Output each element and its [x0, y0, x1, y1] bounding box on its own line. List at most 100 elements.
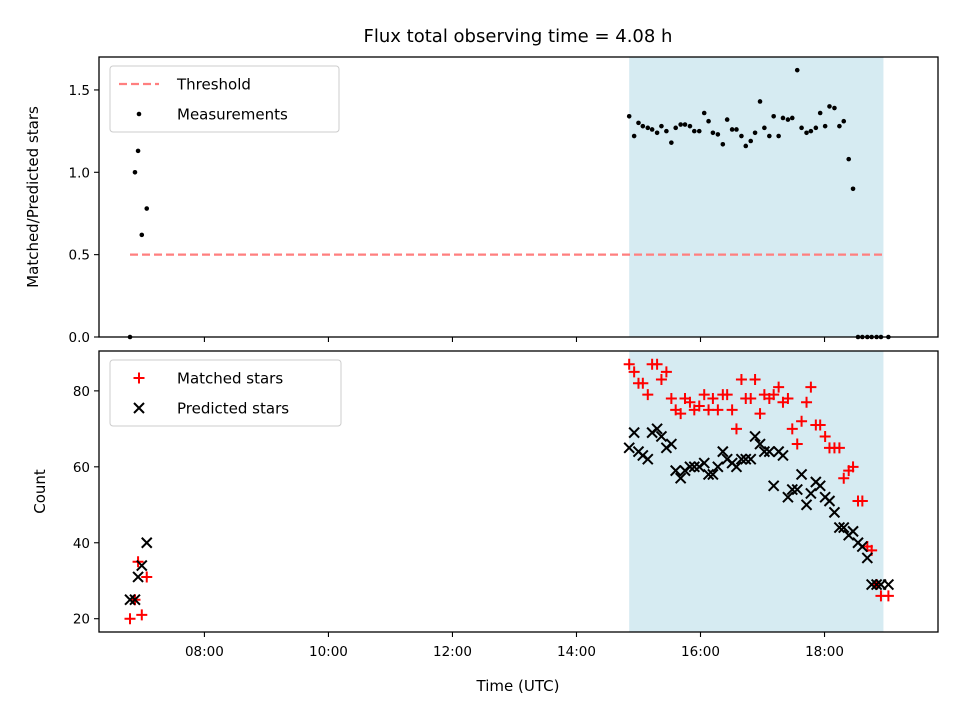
count-panel-series-matched-stars-point-43 — [801, 396, 813, 408]
count-panel-observing-span — [629, 351, 884, 632]
count-panel-series-predicted-stars-point-43 — [800, 499, 813, 511]
count-panel-series-predicted-stars-point-51 — [838, 521, 850, 534]
ratio-panel-series-measurements-point-47 — [822, 123, 828, 129]
count-panel-series-matched-stars-point-18 — [684, 396, 696, 408]
count-panel-legend-entry-predicted-stars-label: Predicted stars — [177, 400, 289, 418]
count-panel-series-matched-stars-point-28 — [730, 423, 742, 435]
count-panel-series-matched-stars-point-29 — [735, 373, 747, 385]
ratio-panel-series-measurements — [127, 67, 891, 340]
ratio-panel-series-measurements-point-36 — [771, 113, 776, 119]
ratio-panel-y-axis-label: Matched/Predicted stars — [24, 106, 42, 288]
count-panel-series-matched-stars-point-9 — [642, 389, 654, 401]
ratio-panel-series-measurements-point-31 — [748, 138, 754, 144]
ratio-panel-legend-box — [109, 65, 340, 133]
ratio-panel-series-measurements-point-27 — [729, 127, 735, 132]
ratio-panel-legend-entry-threshold-label: Threshold — [176, 76, 251, 94]
count-panel-series-predicted-stars-point-11 — [651, 423, 663, 435]
ratio-panel-series-measurements-point-29 — [739, 133, 744, 139]
count-panel-series-predicted-stars-point-46 — [814, 480, 826, 492]
ratio-panel-series-measurements-point-10 — [649, 127, 655, 132]
count-panel-series-matched-stars-point-22 — [703, 404, 715, 416]
count-panel-series-predicted-stars-point-33 — [754, 438, 766, 450]
count-panel-series-predicted-stars-point-21 — [698, 457, 710, 469]
ratio-panel-series-measurements-point-15 — [673, 125, 678, 131]
count-panel-series-matched-stars-point-33 — [754, 408, 766, 420]
count-panel-series-predicted-stars-point-53 — [847, 525, 859, 538]
ratio-panel-y-tick-label-0-5: 0.5 — [69, 248, 90, 264]
count-panel-legend-entry-matched-stars-handle — [133, 372, 145, 384]
count-panel-series-matched-stars-point-36 — [768, 389, 780, 401]
count-panel-series-predicted-stars-point-38 — [777, 449, 789, 462]
count-panel-series-matched-stars-point-12 — [655, 373, 667, 385]
ratio-panel-series-measurements-point-12 — [659, 123, 664, 129]
ratio-panel-series-measurements-point-11 — [654, 130, 660, 136]
count-panel-series-matched-stars-point-53 — [847, 461, 859, 473]
count-panel-series-matched-stars-point-44 — [805, 381, 817, 393]
ratio-panel-series-measurements-point-39 — [785, 117, 791, 122]
ratio-panel-series-measurements-point-24 — [715, 132, 721, 137]
count-panel-series-predicted-stars-point-3 — [136, 559, 148, 572]
ratio-panel-legend: Threshold Measurements — [109, 65, 340, 133]
count-panel-legend-entry-predicted-stars-handle — [133, 402, 145, 414]
count-panel-series-predicted-stars-point-44 — [805, 487, 817, 500]
count-panel-series-predicted-stars-point-31 — [745, 453, 757, 465]
count-panel-series-predicted-stars-point-41 — [791, 483, 803, 496]
count-panel-series-matched-stars-point-60 — [882, 590, 894, 602]
ratio-panel-series-measurements-point-14 — [669, 140, 674, 145]
ratio-panel-series-measurements-point-25 — [720, 141, 726, 147]
count-panel-y-tick-label-20: 20 — [73, 612, 90, 628]
x-tick-label-12-00: 12:00 — [433, 644, 472, 660]
count-panel-series-predicted-stars-point-4 — [141, 537, 153, 549]
ratio-panel-series-measurements-point-46 — [817, 110, 823, 116]
ratio-panel-y-tick-label-0-0: 0.0 — [69, 330, 90, 346]
count-panel-series-predicted-stars-point-15 — [669, 464, 682, 477]
chart-title: Flux total observing time = 4.08 h — [364, 26, 673, 47]
ratio-panel-legend-entry-measurements-handle — [136, 111, 142, 117]
ratio-panel-series-measurements-point-20 — [696, 128, 702, 134]
ratio-panel-series-measurements-point-48 — [827, 104, 832, 109]
count-panel-series-predicted-stars-point-22 — [702, 468, 715, 481]
ratio-panel-series-measurements-point-26 — [724, 117, 730, 122]
count-panel-series-predicted-stars-point-55 — [856, 540, 869, 553]
x-tick-label-10-00: 10:00 — [309, 644, 348, 660]
ratio-panel-series-measurements-point-21 — [701, 110, 707, 116]
count-panel-series-predicted-stars-point-34 — [758, 445, 771, 458]
ratio-panel-series-measurements-point-3 — [139, 232, 145, 238]
ratio-panel-series-measurements-point-17 — [682, 122, 688, 127]
count-panel-series-predicted-stars-point-18 — [684, 461, 696, 473]
ratio-panel-series-measurements-point-32 — [752, 130, 758, 136]
count-panel-series-matched-stars-point-40 — [786, 423, 798, 435]
ratio-panel-legend-entry-threshold: Threshold — [119, 76, 251, 94]
count-panel-series-matched-stars-point-37 — [773, 381, 785, 393]
ratio-panel-series-measurements-point-37 — [776, 133, 781, 139]
count-panel-series-predicted-stars-point-16 — [674, 472, 687, 484]
ratio-panel-series-measurements-point-23 — [710, 130, 716, 136]
count-panel-series-matched-stars-point-39 — [782, 392, 794, 404]
ratio-panel: 0.0 0.5 1.0 1.5 Matched/Predicted stars Thr… — [24, 56, 939, 346]
count-panel-series-matched-stars-point-50 — [833, 442, 845, 454]
count-panel-series-predicted-stars-point-35 — [763, 445, 776, 458]
ratio-panel-series-measurements-point-13 — [664, 128, 669, 134]
ratio-panel-legend-entry-measurements: Measurements — [136, 106, 288, 124]
ratio-panel-series-measurements-point-2 — [135, 148, 141, 154]
count-panel-series-predicted-stars-point-14 — [665, 438, 678, 450]
count-panel-series-matched-stars-point-32 — [749, 373, 761, 385]
ratio-panel-legend-entry-measurements-label: Measurements — [177, 106, 288, 124]
ratio-panel-series-measurements-point-19 — [691, 128, 697, 134]
count-panel-series-matched-stars-point-3 — [136, 609, 148, 621]
ratio-panel-series-measurements-point-35 — [767, 133, 772, 139]
count-panel-series-matched-stars-point-51 — [838, 472, 850, 484]
ratio-panel-series-measurements-point-45 — [813, 125, 819, 131]
count-panel-series-predicted-stars-point-23 — [707, 468, 719, 481]
ratio-panel-y-tick-label-1-0: 1.0 — [69, 165, 90, 181]
count-panel-series-matched-stars-point-13 — [660, 366, 672, 378]
count-panel-frame — [98, 350, 939, 633]
ratio-panel-series-measurements-point-40 — [789, 115, 795, 121]
count-panel-series-matched-stars-point-31 — [745, 392, 757, 404]
count-panel-series-predicted-stars-point-48 — [823, 495, 836, 507]
count-panel-legend: Matched stars Predicted stars — [109, 359, 342, 427]
count-panel-series-predicted-stars-point-19 — [688, 461, 701, 473]
x-tick-label-18-00: 18:00 — [805, 644, 844, 660]
count-panel-series-predicted-stars-point-5 — [623, 442, 635, 454]
count-panel-series-predicted-stars-point-28 — [730, 461, 743, 473]
